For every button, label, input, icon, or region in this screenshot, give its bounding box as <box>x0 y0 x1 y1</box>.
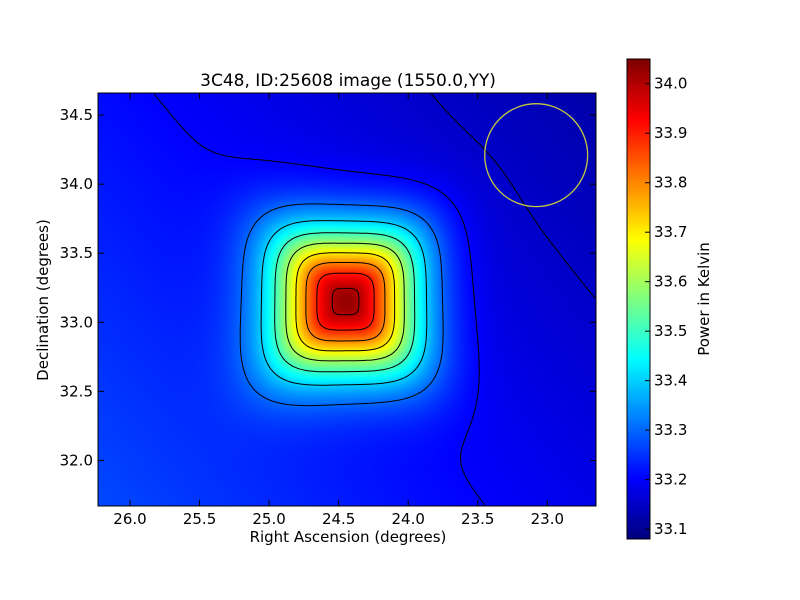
contour-level-5 <box>285 242 405 362</box>
y-tick-label: 34.0 <box>60 175 93 193</box>
x-axis-ticks: 26.0 25.5 25.0 24.5 24.0 23.5 23.0 <box>113 93 564 528</box>
contour-level-7 <box>305 262 386 342</box>
colorbar-tick-label: 33.2 <box>654 471 687 489</box>
contour-level-9 <box>331 287 360 316</box>
plot-area <box>98 93 596 506</box>
colorbar-tick-label: 33.5 <box>654 322 687 340</box>
colorbar-tick-label: 33.3 <box>654 421 687 439</box>
x-tick-label: 23.0 <box>531 510 564 528</box>
colorbar-tick-label: 33.1 <box>654 520 687 538</box>
x-tick-label: 24.0 <box>392 510 425 528</box>
y-axis-ticks: 32.0 32.5 33.0 33.5 34.0 34.5 <box>60 106 596 469</box>
contour-level-3 <box>260 220 428 386</box>
y-tick-label: 34.5 <box>60 106 93 124</box>
colorbar-tick-label: 33.6 <box>654 273 687 291</box>
colorbar-gradient <box>627 59 650 539</box>
x-tick-label: 26.0 <box>113 510 146 528</box>
colorbar-frame <box>626 58 651 540</box>
x-axis-label: Right Ascension (degrees) <box>250 528 447 546</box>
contour-level-6 <box>295 252 396 352</box>
x-tick-label: 24.5 <box>322 510 355 528</box>
contour-level-4 <box>274 232 416 373</box>
colorbar-tick-label: 33.7 <box>654 223 687 241</box>
plot-frame <box>97 92 597 507</box>
beam-marker-circle <box>484 103 589 208</box>
y-tick-label: 32.5 <box>60 382 93 400</box>
y-tick-label: 32.0 <box>60 451 93 469</box>
contour-level-1 <box>153 93 486 506</box>
colorbar-tick-label: 34.0 <box>654 75 687 93</box>
colorbar-tick-label: 33.4 <box>654 372 687 390</box>
x-tick-label: 25.5 <box>183 510 216 528</box>
colorbar-tick-label: 33.8 <box>654 174 687 192</box>
x-tick-label: 23.5 <box>461 510 494 528</box>
chart-title: 3C48, ID:25608 image (1550.0,YY) <box>200 71 496 91</box>
y-tick-label: 33.5 <box>60 244 93 262</box>
colorbar-tick-label: 33.9 <box>654 124 687 142</box>
colorbar-label: Power in Kelvin <box>695 242 713 356</box>
contour-level-8 <box>316 272 375 331</box>
y-tick-label: 33.0 <box>60 313 93 331</box>
contour-level-2 <box>239 203 444 407</box>
heatmap-image <box>98 93 596 506</box>
contour-lines <box>153 93 596 506</box>
x-tick-label: 25.0 <box>252 510 285 528</box>
colorbar-ticks: 33.1 33.2 33.3 33.4 33.5 33.6 33.7 33.8 33.9 34.0 <box>645 75 687 538</box>
y-axis-label: Declination (degrees) <box>34 219 52 381</box>
